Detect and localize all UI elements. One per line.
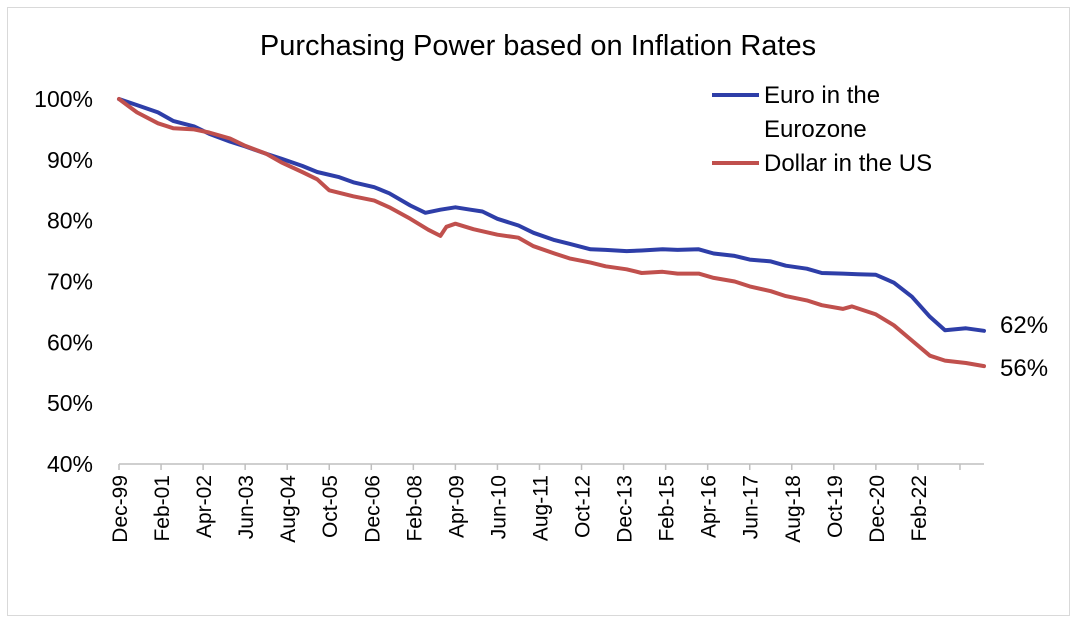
dollar-series-line: [117, 97, 986, 369]
chart-title: Purchasing Power based on Inflation Rate…: [260, 30, 816, 62]
legend: Euro in the Eurozone Dollar in the US: [712, 82, 932, 177]
x-axis: Dec-99 Feb-01 Apr-02 Jun-03 Aug-04 Oct-05 Dec-…: [109, 463, 984, 543]
x-tick-label: Jun-10: [487, 475, 510, 539]
x-tick-label: Feb-15: [656, 475, 679, 542]
legend-label-euro: Euro in the Eurozone: [764, 82, 880, 143]
x-tick-label: Oct-19: [824, 475, 847, 538]
legend-label-dollar: Dollar in the US: [764, 150, 932, 177]
x-tick-label: Aug-18: [782, 475, 805, 543]
series-lines: [117, 97, 986, 369]
x-tick-label: Jun-03: [235, 475, 258, 539]
dollar-end-label: 56%: [1000, 355, 1048, 382]
x-tick-label: Apr-09: [445, 475, 468, 538]
x-tick-label: Dec-99: [109, 475, 132, 543]
x-tick-label: Apr-16: [698, 475, 721, 538]
x-tick-label: Oct-12: [572, 475, 595, 538]
x-tick-label: Dec-06: [361, 475, 384, 543]
x-tick-label: Aug-11: [529, 475, 552, 541]
y-tick-label: 70%: [47, 269, 93, 295]
y-tick-label: 60%: [47, 329, 93, 355]
y-tick-label: 100%: [34, 86, 93, 112]
x-tick-label: Dec-13: [614, 475, 637, 543]
x-tick-label: Aug-04: [277, 475, 300, 543]
end-labels: 62% 56%: [1000, 312, 1048, 382]
euro-end-label: 62%: [1000, 312, 1048, 339]
x-tick-label: Jun-17: [740, 475, 763, 539]
x-tick-label: Feb-01: [151, 475, 174, 542]
x-tick-label: Oct-05: [319, 475, 342, 538]
chart-frame: Purchasing Power based on Inflation Rate…: [7, 7, 1070, 616]
y-tick-label: 50%: [47, 390, 93, 416]
line-chart: Purchasing Power based on Inflation Rate…: [34, 30, 1048, 543]
x-tick-label: Feb-08: [403, 475, 426, 542]
x-tick-label: Feb-22: [908, 475, 931, 542]
y-tick-label: 40%: [47, 451, 93, 477]
y-tick-label: 90%: [47, 147, 93, 173]
x-tick-label: Apr-02: [193, 475, 216, 538]
y-axis: 40% 50% 60% 70% 80% 90% 100%: [34, 86, 93, 477]
x-tick-label: Dec-20: [866, 475, 889, 543]
y-tick-label: 80%: [47, 208, 93, 234]
